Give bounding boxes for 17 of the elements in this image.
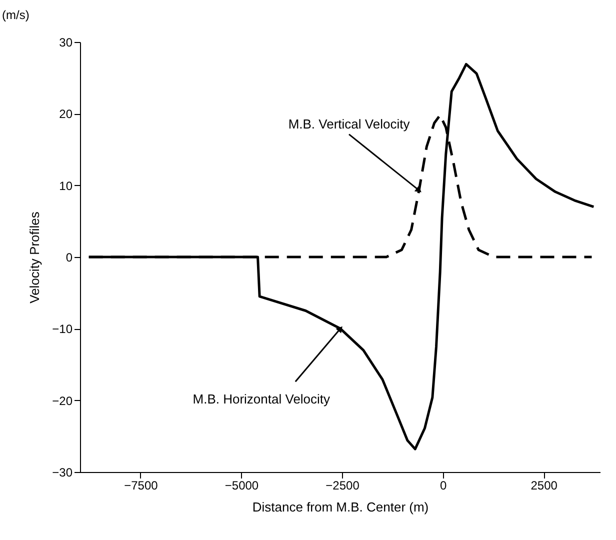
y-tick-label: −30 [52, 466, 73, 480]
annotation: M.B. Horizontal Velocity [192, 392, 331, 407]
y-tick-label: 0 [66, 250, 73, 264]
x-tick-label: 2500 [530, 478, 558, 492]
y-tick-label: 10 [59, 178, 73, 193]
x-tick-label: −7500 [124, 478, 158, 492]
x-tick-label: −5000 [224, 478, 259, 492]
y-tick-label: 30 [59, 36, 73, 50]
y-tick-label: −10 [52, 322, 73, 336]
text: (m/s) [2, 8, 30, 22]
x-axis-title: Distance from M.B. Center (m) [252, 500, 429, 514]
y-tick-label: 20 [59, 107, 73, 122]
y-axis-title: Velocity Profiles [27, 211, 42, 304]
x-tick-label: 0 [440, 478, 447, 492]
annotation: M.B. Vertical Velocity [288, 116, 410, 132]
y-tick-label: −20 [52, 394, 73, 408]
x-tick-label: −2500 [326, 478, 360, 492]
